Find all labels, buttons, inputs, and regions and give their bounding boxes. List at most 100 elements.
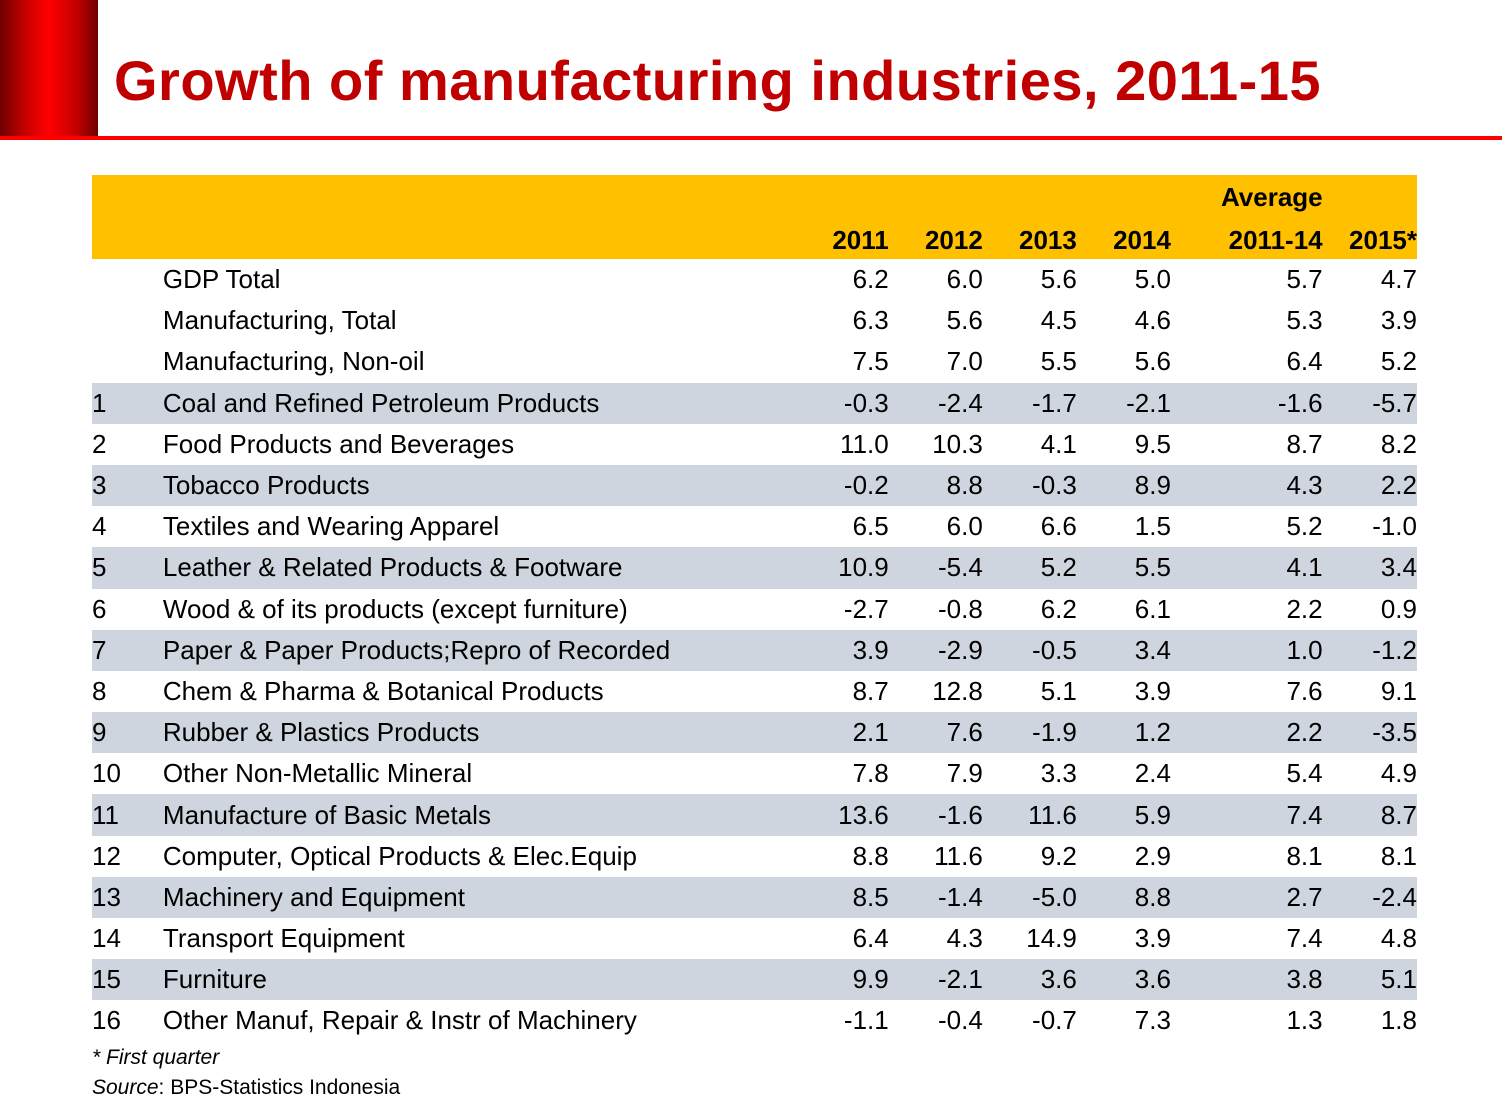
- row-index: 16: [92, 1005, 121, 1036]
- cell-2015: 0.9: [1380, 593, 1417, 624]
- cell-2013: -1.7: [982, 382, 1077, 424]
- cell-2014: 3.9: [1134, 923, 1171, 954]
- cell-2012: 7.0: [946, 346, 983, 377]
- cell-2011: 11.0: [840, 428, 889, 459]
- cell-2012: -0.8: [937, 593, 983, 624]
- row-industry-name: Transport Equipment: [162, 923, 405, 954]
- header-average-label: Average: [1170, 175, 1323, 213]
- row-index: 1: [92, 382, 163, 424]
- cell-2015: 4.9: [1380, 758, 1417, 789]
- row-index: 7: [92, 629, 163, 671]
- table-row: 7 Paper & Paper Products;Repro of Recorde…: [92, 629, 1417, 671]
- cell-2012: 5.6: [946, 305, 983, 336]
- cell-average-2011-14: 1.0: [1170, 629, 1323, 671]
- row-index: 9: [92, 712, 163, 754]
- row-index: 15: [92, 959, 163, 1001]
- cell-average-2011-14: 3.8: [1170, 959, 1323, 1001]
- header-2013: 2013: [982, 213, 1077, 259]
- cell-2012: -5.4: [888, 547, 983, 589]
- cell-2012: -1.6: [888, 794, 983, 836]
- cell-2013: -0.5: [982, 629, 1077, 671]
- cell-2011: -2.7: [843, 593, 889, 624]
- cell-2014: 8.9: [1076, 464, 1171, 507]
- table-row: 14 Transport Equipment 6.4 4.3 14.9 3.9 7.4 4.8: [92, 918, 1417, 959]
- header-2012: 2012: [888, 213, 983, 259]
- cell-2013: 5.1: [1040, 675, 1077, 706]
- row-industry-name: Textiles and Wearing Apparel: [162, 511, 500, 542]
- cell-2013: 6.6: [1040, 511, 1077, 542]
- cell-2014: 5.9: [1076, 794, 1171, 836]
- cell-2013: -0.7: [1032, 1005, 1077, 1036]
- row-industry-name: Tobacco Products: [162, 464, 800, 507]
- row-index: [92, 300, 163, 341]
- table-body: GDP Total 6.2 6.0 5.6 5.0 5.7 4.7 Manufacturing…: [92, 259, 1417, 1042]
- cell-2013: 3.6: [982, 959, 1077, 1001]
- cell-average-2011-14: 5.4: [1286, 758, 1323, 789]
- row-industry-name: Chem & Pharma & Botanical Products: [162, 675, 604, 706]
- cell-2012: -2.9: [888, 629, 983, 671]
- table-row: 9 Rubber & Plastics Products 2.1 7.6 -1.9 1.2…: [92, 712, 1417, 754]
- cell-2014: 3.6: [1076, 959, 1171, 1001]
- cell-2013: 5.5: [1040, 346, 1077, 377]
- cell-2014: 8.8: [1076, 876, 1171, 918]
- cell-2015: -3.5: [1322, 712, 1417, 754]
- table-row: 8 Chem & Pharma & Botanical Products 8.7 12…: [92, 671, 1417, 712]
- cell-2014: 1.5: [1134, 511, 1171, 542]
- title-accent-block: [0, 0, 98, 137]
- table-row: 13 Machinery and Equipment 8.5 -1.4 -5.0 8.8 2…: [92, 876, 1417, 918]
- cell-2013: 11.6: [982, 794, 1077, 836]
- row-industry-name: Manufacture of Basic Metals: [162, 794, 800, 836]
- table-row: GDP Total 6.2 6.0 5.6 5.0 5.7 4.7: [92, 259, 1417, 300]
- row-index: 14: [92, 923, 121, 954]
- cell-2011: 9.9: [799, 959, 889, 1001]
- row-industry-name: Manufacturing, Non-oil: [162, 346, 425, 377]
- cell-2015: 3.9: [1380, 305, 1417, 336]
- cell-average-2011-14: 5.2: [1286, 511, 1323, 542]
- cell-2013: 14.9: [1026, 923, 1077, 954]
- row-index: 13: [92, 876, 163, 918]
- row-industry-name: Other Manuf, Repair & Instr of Machinery: [162, 1005, 637, 1036]
- cell-2015: 8.7: [1322, 794, 1417, 836]
- row-industry-name: GDP Total: [162, 264, 281, 295]
- cell-average-2011-14: 1.3: [1286, 1005, 1323, 1036]
- cell-2012: 7.9: [946, 758, 983, 789]
- cell-2011: -0.3: [799, 382, 889, 424]
- footnote-source: Source: BPS-Statistics Indonesia: [92, 1076, 400, 1100]
- cell-2015: 5.1: [1322, 959, 1417, 1001]
- cell-2013: -0.3: [982, 464, 1077, 507]
- cell-average-2011-14: 4.3: [1170, 464, 1323, 507]
- cell-2012: 4.3: [946, 923, 983, 954]
- row-index: 3: [92, 464, 163, 507]
- cell-2014: 4.6: [1134, 305, 1171, 336]
- cell-2012: -0.4: [937, 1005, 983, 1036]
- cell-average-2011-14: 6.4: [1286, 346, 1323, 377]
- table-row: 10 Other Non-Metallic Mineral 7.8 7.9 3.3 2.4…: [92, 753, 1417, 794]
- cell-average-2011-14: 5.3: [1286, 305, 1323, 336]
- row-industry-name: Paper & Paper Products;Repro of Recorded: [162, 629, 800, 671]
- cell-2015: 9.1: [1380, 675, 1417, 706]
- cell-2015: 4.8: [1380, 923, 1417, 954]
- cell-2012: -2.4: [888, 382, 983, 424]
- header-2014: 2014: [1076, 213, 1171, 259]
- row-industry-name: Manufacturing, Total: [162, 305, 397, 336]
- cell-2014: 6.1: [1134, 593, 1171, 624]
- cell-2011: 7.5: [852, 346, 889, 377]
- row-industry-name: Coal and Refined Petroleum Products: [162, 382, 800, 424]
- cell-2014: 5.0: [1134, 264, 1171, 295]
- row-index: 2: [92, 428, 107, 459]
- cell-2014: -2.1: [1076, 382, 1171, 424]
- cell-average-2011-14: 4.1: [1170, 547, 1323, 589]
- table-row: 11 Manufacture of Basic Metals 13.6 -1.6 11.…: [92, 794, 1417, 836]
- cell-2012: 6.0: [946, 264, 983, 295]
- cell-2011: -0.2: [799, 464, 889, 507]
- table-row: 2 Food Products and Beverages 11.0 10.3 4.1 9…: [92, 424, 1417, 465]
- cell-2014: 7.3: [1134, 1005, 1171, 1036]
- source-label: Source: [92, 1076, 159, 1099]
- cell-2015: 8.1: [1380, 840, 1417, 871]
- cell-2011: 6.4: [852, 923, 889, 954]
- cell-2013: 4.5: [1040, 305, 1077, 336]
- cell-2011: 8.8: [852, 840, 889, 871]
- cell-2015: 2.2: [1322, 464, 1417, 507]
- row-index: 8: [92, 675, 107, 706]
- cell-average-2011-14: 2.2: [1170, 712, 1323, 754]
